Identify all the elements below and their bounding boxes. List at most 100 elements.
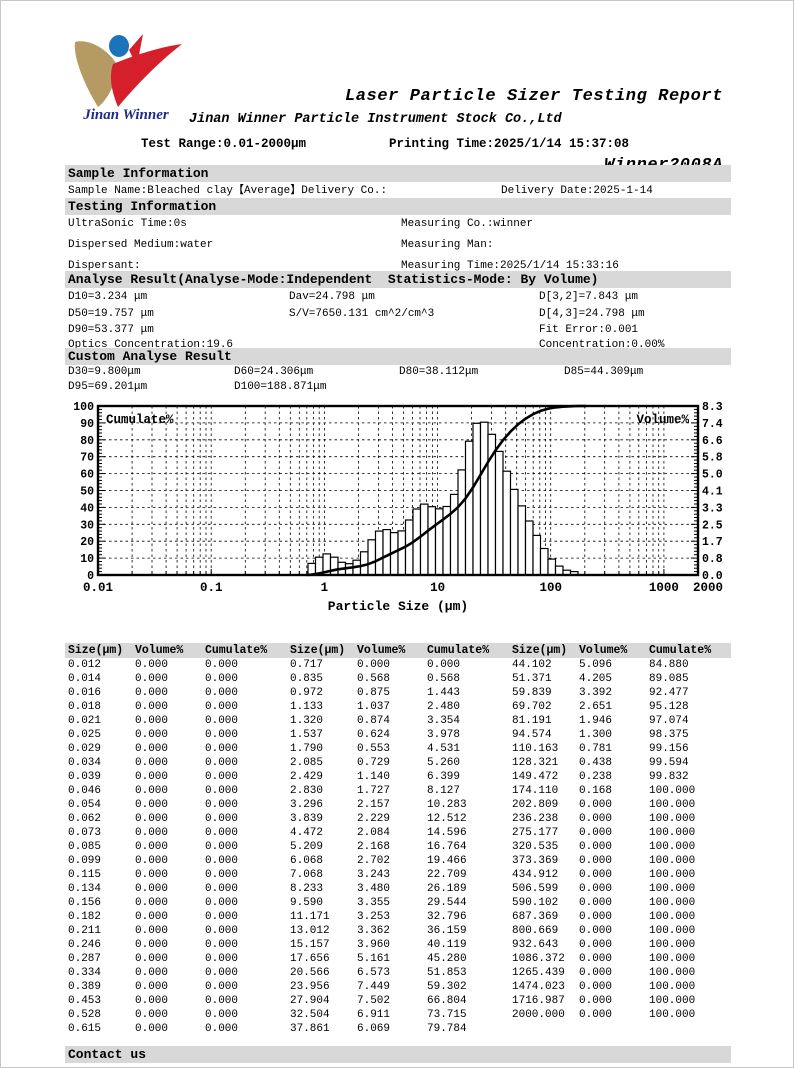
x-axis-tick-label: 2000: [693, 581, 723, 595]
cell-volume: 0.000: [135, 729, 169, 741]
cell-size: 174.110: [512, 785, 559, 797]
histogram-bar: [554, 565, 564, 576]
cell-volume: 4.205: [579, 673, 613, 685]
section-custom-analyse-result: Custom Analyse Result: [65, 348, 731, 365]
cell-cumulate: 100.000: [649, 841, 696, 853]
right-axis-tick-label: 2.5: [702, 519, 723, 532]
cell-volume: 6.911: [357, 1009, 391, 1021]
cell-cumulate: 0.000: [205, 869, 239, 881]
cell-size: 2.429: [290, 771, 324, 783]
cell-size: 0.182: [68, 911, 102, 923]
dispersant: Dispersant:: [68, 260, 141, 272]
cell-volume: 0.568: [357, 673, 391, 685]
cell-cumulate: 0.000: [205, 659, 239, 671]
cell-size: 0.073: [68, 827, 102, 839]
cell-volume: 7.502: [357, 995, 391, 1007]
cell-cumulate: 40.119: [427, 939, 467, 951]
right-axis-tick-label: 5.8: [702, 452, 723, 465]
x-axis-tick-label: 0.1: [200, 581, 223, 595]
cell-volume: 0.624: [357, 729, 391, 741]
table-row: 0.021 0.000 0.000 1.320 0.874 3.354 81.191 1.94…: [65, 714, 731, 728]
cell-volume: 0.000: [135, 827, 169, 839]
cell-volume: 1.300: [579, 729, 613, 741]
cell-volume: 0.000: [135, 897, 169, 909]
cell-volume: 2.702: [357, 855, 391, 867]
cell-volume: 0.000: [579, 897, 613, 909]
cell-volume: 3.243: [357, 869, 391, 881]
cell-volume: 0.000: [135, 659, 169, 671]
cell-volume: 3.253: [357, 911, 391, 923]
histogram-bar: [532, 534, 542, 576]
cell-size: 506.599: [512, 883, 559, 895]
cell-cumulate: 100.000: [649, 939, 696, 951]
cell-cumulate: 0.000: [205, 883, 239, 895]
cell-size: 932.643: [512, 939, 559, 951]
section-testing-information: Testing Information: [65, 198, 731, 215]
cell-size: 0.018: [68, 701, 102, 713]
cell-size: 0.099: [68, 855, 102, 867]
cell-size: 0.115: [68, 869, 102, 881]
histogram-bar: [434, 508, 444, 576]
histogram-bar: [517, 505, 527, 576]
cell-size: 0.287: [68, 953, 102, 965]
cell-cumulate: 22.709: [427, 869, 467, 881]
left-axis-tick-label: 70: [80, 452, 94, 465]
cell-size: 9.590: [290, 897, 324, 909]
cell-size: 320.535: [512, 841, 559, 853]
left-axis-tick-label: 50: [80, 486, 94, 499]
cell-volume: 0.781: [579, 743, 613, 755]
table-row: 0.615 0.000 0.000 37.861 6.069 79.784: [65, 1022, 731, 1036]
cell-size: 0.246: [68, 939, 102, 951]
cell-volume: 0.000: [135, 687, 169, 699]
cell-size: 0.021: [68, 715, 102, 727]
table-row: 0.025 0.000 0.000 1.537 0.624 3.978 94.574 1.30…: [65, 728, 731, 742]
custom-d80: D80=38.112μm: [399, 366, 479, 378]
cell-cumulate: 16.764: [427, 841, 467, 853]
particle-size-distribution-chart: 0 10 20 30 40 50 60 70 80 90 100 8.3 7.4 6.6 5.8 5.0 4.1…: [73, 401, 723, 614]
col-header-cumulate: Cumulate%: [649, 644, 712, 657]
table-row: 0.014 0.000 0.000 0.835 0.568 0.568 51.371 4.20…: [65, 672, 731, 686]
cell-cumulate: 100.000: [649, 827, 696, 839]
cell-size: 0.156: [68, 897, 102, 909]
section-analyse-result: Analyse Result(Analyse-Mode:Independent …: [65, 271, 731, 288]
cell-volume: 0.000: [135, 841, 169, 853]
cell-volume: 0.000: [135, 785, 169, 797]
cell-volume: 1.727: [357, 785, 391, 797]
cell-cumulate: 19.466: [427, 855, 467, 867]
cell-size: 0.615: [68, 1023, 102, 1035]
histogram-bar: [457, 469, 467, 576]
cell-size: 0.972: [290, 687, 324, 699]
cell-size: 800.669: [512, 925, 559, 937]
cell-volume: 0.000: [135, 953, 169, 965]
table-row: 0.287 0.000 0.000 17.656 5.161 45.280 1086.372…: [65, 952, 731, 966]
cell-cumulate: 84.880: [649, 659, 689, 671]
cell-volume: 0.000: [135, 673, 169, 685]
x-axis-tick-label: 100: [539, 581, 562, 595]
cell-cumulate: 14.596: [427, 827, 467, 839]
cell-volume: 0.000: [135, 995, 169, 1007]
cell-cumulate: 0.000: [205, 771, 239, 783]
cell-cumulate: 100.000: [649, 869, 696, 881]
table-row: 0.334 0.000 0.000 20.566 6.573 51.853 1265.439…: [65, 966, 731, 980]
cell-size: 0.014: [68, 673, 102, 685]
cell-cumulate: 100.000: [649, 953, 696, 965]
cell-volume: 0.000: [579, 869, 613, 881]
custom-d95: D95=69.201μm: [68, 381, 148, 393]
cell-volume: 2.084: [357, 827, 391, 839]
cell-volume: 0.000: [135, 799, 169, 811]
cell-size: 32.504: [290, 1009, 330, 1021]
cell-cumulate: 0.000: [205, 855, 239, 867]
sample-name: Sample Name:Bleached clay【Average】Delive…: [68, 185, 388, 197]
cell-cumulate: 26.189: [427, 883, 467, 895]
cell-size: 0.334: [68, 967, 102, 979]
cell-cumulate: 0.000: [205, 827, 239, 839]
table-row: 0.182 0.000 0.000 11.171 3.253 32.796 687.369 0…: [65, 910, 731, 924]
cell-size: 434.912: [512, 869, 559, 881]
cell-cumulate: 8.127: [427, 785, 461, 797]
cell-volume: 0.000: [135, 715, 169, 727]
cell-cumulate: 100.000: [649, 883, 696, 895]
cell-size: [509, 1022, 579, 1036]
cell-size: 59.839: [512, 687, 552, 699]
cell-size: 373.369: [512, 855, 559, 867]
cell-cumulate: 0.000: [205, 939, 239, 951]
